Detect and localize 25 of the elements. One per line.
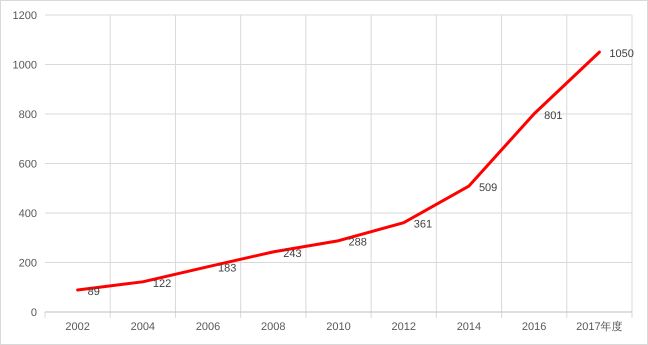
x-tick-label: 2017年度	[576, 320, 623, 333]
x-tick-label: 2006	[196, 321, 220, 333]
y-tick-label: 400	[18, 208, 37, 220]
data-label: 1050	[609, 48, 634, 60]
data-label: 183	[218, 262, 236, 275]
y-tick-label: 200	[18, 258, 37, 270]
data-label: 801	[544, 110, 563, 122]
data-label: 509	[478, 182, 498, 194]
data-label: 122	[152, 278, 172, 290]
x-tick-label: 2014	[456, 321, 482, 333]
y-tick-label: 600	[18, 158, 37, 170]
x-tick-label: 2016	[522, 321, 546, 333]
x-tick-label: 2002	[65, 321, 90, 333]
x-tick-label: 2004	[130, 321, 156, 333]
y-tick-label: 0	[30, 307, 37, 319]
x-tick-label: 2008	[261, 321, 286, 333]
data-label: 89	[88, 286, 100, 298]
y-tick-label: 1200	[12, 10, 37, 22]
y-tick-label: 1000	[12, 60, 37, 72]
y-tick-label: 800	[18, 109, 37, 121]
data-label: 243	[283, 248, 302, 260]
x-tick-label: 2012	[391, 321, 416, 333]
x-tick-label: 2010	[326, 321, 351, 333]
data-label: 361	[414, 218, 432, 231]
data-label: 288	[348, 236, 367, 249]
